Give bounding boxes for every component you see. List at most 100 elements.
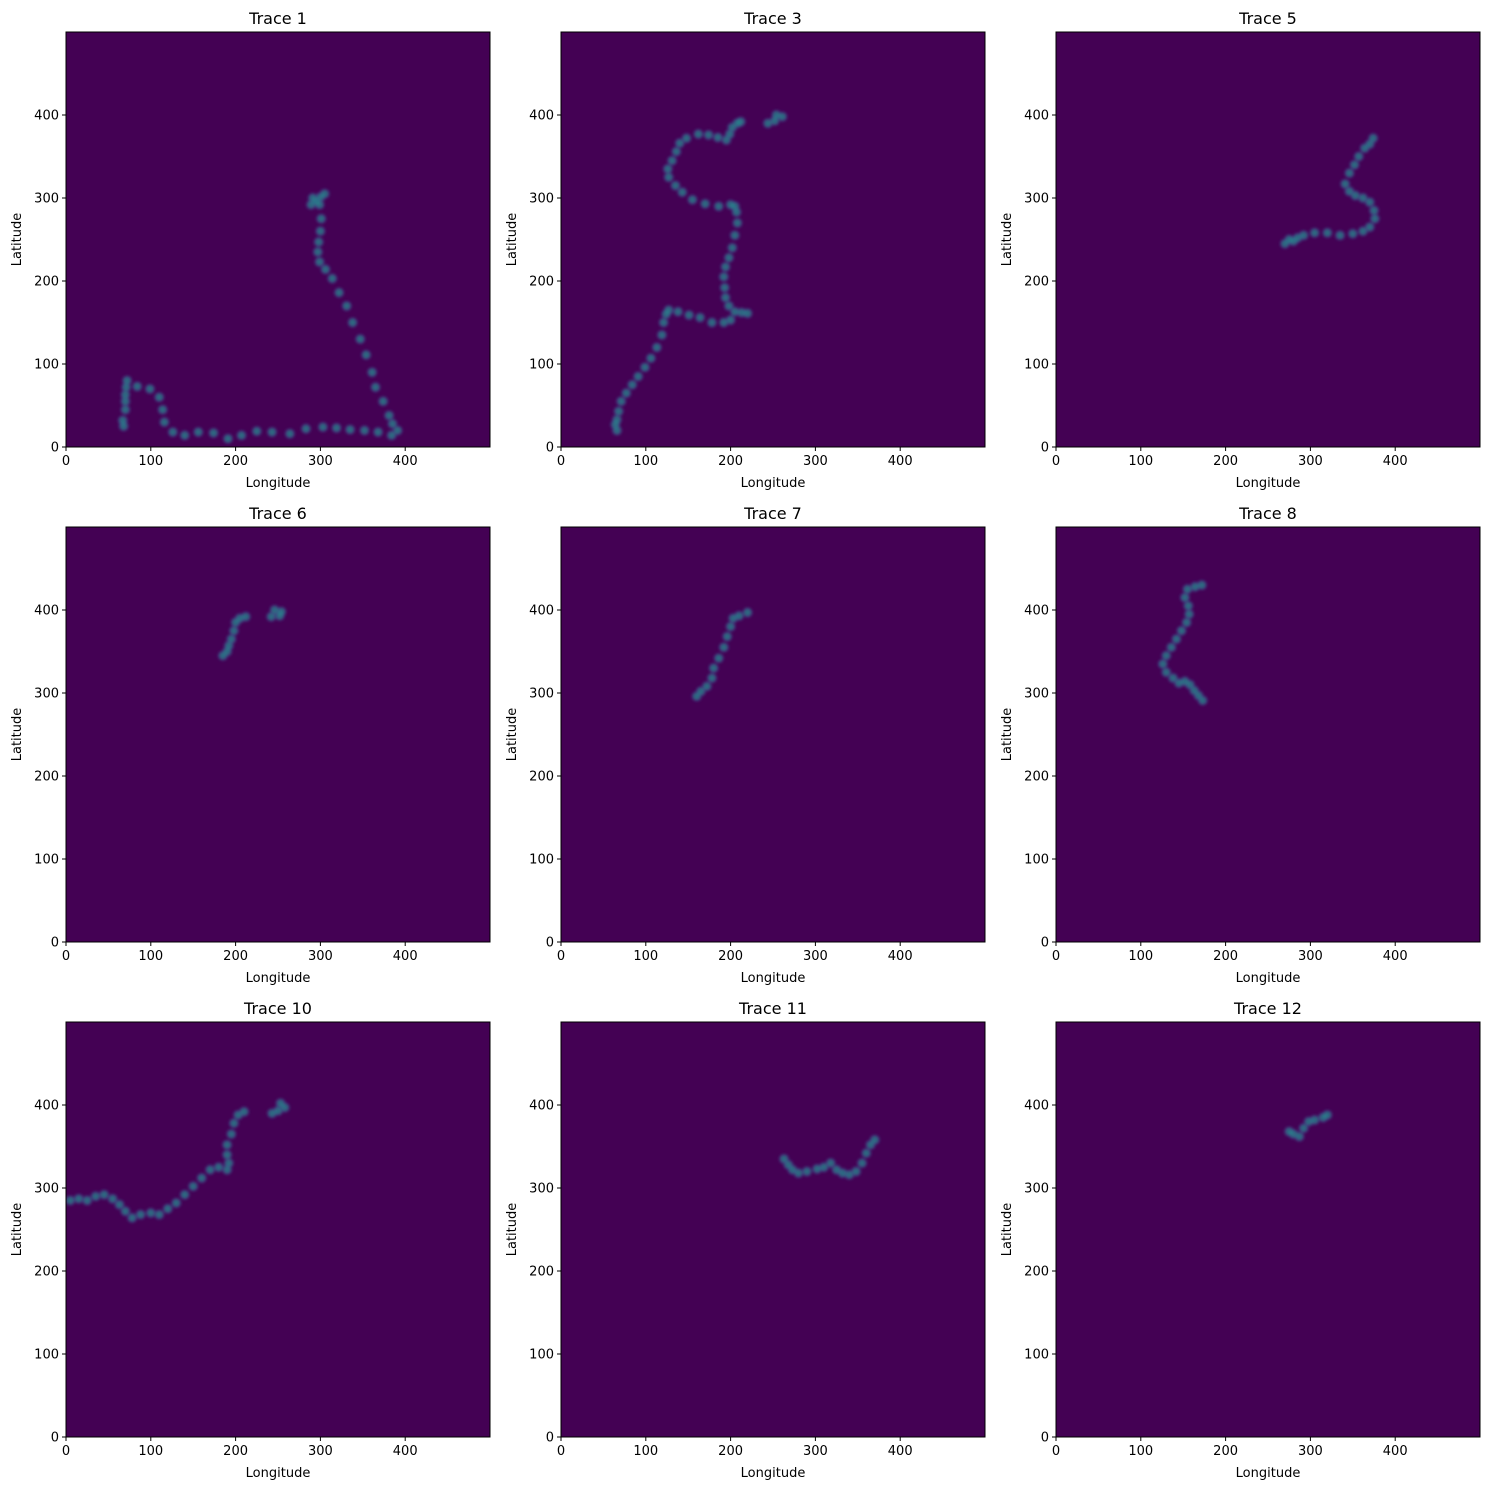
heatmap-svg: Trace 5 0 100 200 300 400 0 100 200 300 400 Longitu… — [1000, 9, 1481, 491]
density-core — [710, 664, 717, 672]
density-core — [156, 1211, 163, 1218]
x-tick-label: 100 — [633, 1444, 658, 1459]
density-core — [1185, 610, 1193, 618]
y-axis-label: Latitude — [505, 1203, 520, 1257]
x-tick-label: 300 — [1298, 454, 1323, 469]
y-tick-label: 0 — [51, 1431, 59, 1446]
plot-title: Trace 7 — [743, 504, 802, 523]
density-core — [357, 335, 364, 343]
density-core — [1163, 652, 1170, 659]
density-core — [705, 131, 712, 139]
density-core — [735, 612, 743, 620]
density-core — [1371, 215, 1379, 222]
heatmap-svg: Trace 7 0 100 200 300 400 0 100 200 300 400 Longitu… — [505, 504, 986, 986]
density-core — [731, 232, 739, 239]
density-core — [394, 427, 401, 434]
density-core — [388, 432, 395, 439]
x-tick-label: 100 — [138, 1444, 163, 1459]
x-tick-label: 0 — [1052, 454, 1060, 469]
heatmap-svg: Trace 11 0 100 200 300 400 0 100 200 300 400 Longit… — [505, 999, 986, 1481]
density-core — [321, 190, 328, 198]
density-core — [228, 635, 235, 643]
plot-title: Trace 1 — [248, 9, 307, 28]
x-tick-label: 100 — [138, 949, 163, 964]
heatmap-background — [1056, 1022, 1480, 1437]
density-core — [1184, 586, 1191, 593]
density-core — [92, 1193, 99, 1200]
density-core — [744, 310, 751, 317]
density-core — [1181, 594, 1189, 601]
density-core — [268, 613, 275, 620]
density-core — [242, 613, 249, 620]
x-tick-label: 200 — [718, 454, 743, 469]
axes-frame — [560, 526, 986, 943]
y-tick-label: 300 — [34, 687, 59, 702]
y-tick-label: 300 — [34, 1182, 59, 1197]
density-core — [362, 351, 370, 359]
y-tick-label: 200 — [34, 1265, 59, 1280]
density-core — [1305, 1118, 1312, 1125]
y-tick-label: 400 — [34, 604, 59, 619]
density-core — [715, 203, 722, 210]
y-tick-label: 400 — [1024, 1099, 1049, 1114]
density-core — [119, 417, 127, 424]
density-core — [181, 432, 188, 439]
x-tick-label: 400 — [393, 949, 418, 964]
y-tick-label: 300 — [529, 192, 554, 207]
x-axis-label: Longitude — [1236, 971, 1301, 986]
density-core — [1359, 228, 1367, 235]
density-core — [120, 423, 127, 430]
y-axis-label: Latitude — [10, 1203, 25, 1257]
heatmap-svg: Trace 3 0 100 200 300 400 0 100 200 300 400 Longitu… — [505, 9, 986, 491]
density-core — [615, 408, 622, 415]
density-core — [629, 381, 636, 388]
density-core — [721, 284, 728, 291]
subplot-3: Trace 5 0 100 200 300 400 0 100 200 300 400 Longitu… — [990, 0, 1485, 495]
trace-density — [66, 1098, 290, 1224]
x-tick-label: 400 — [888, 949, 913, 964]
density-core — [725, 254, 733, 261]
x-axis-label: Longitude — [1236, 476, 1301, 491]
axes-frame — [65, 1021, 491, 1438]
density-core — [1300, 1125, 1307, 1132]
plot-title: Trace 12 — [1233, 999, 1302, 1018]
axes-frame — [65, 526, 491, 943]
density-core — [128, 1214, 136, 1222]
density-core — [674, 308, 682, 315]
y-tick-label: 200 — [1024, 1265, 1049, 1280]
density-core — [161, 418, 168, 426]
y-axis-label: Latitude — [505, 708, 520, 762]
subplot-1: Trace 1 0 100 200 300 400 0 100 200 300 400 Longitu… — [0, 0, 495, 495]
density-core — [708, 674, 716, 682]
density-core — [727, 201, 734, 208]
density-core — [1324, 229, 1331, 237]
heatmap-background — [561, 32, 985, 447]
density-core — [641, 364, 649, 371]
x-axis-label: Longitude — [246, 971, 311, 986]
x-tick-label: 300 — [803, 1444, 828, 1459]
density-core — [731, 308, 739, 315]
heatmap-svg: Trace 8 0 100 200 300 400 0 100 200 300 400 Longitu… — [1000, 504, 1481, 986]
density-core — [309, 194, 316, 202]
x-tick-label: 100 — [1128, 454, 1153, 469]
density-core — [738, 309, 745, 316]
subplot-8: Trace 11 0 100 200 300 400 0 100 200 300 400 Longit… — [495, 990, 990, 1485]
plot-title: Trace 6 — [248, 504, 307, 523]
density-core — [827, 1159, 834, 1167]
x-tick-label: 300 — [308, 949, 333, 964]
density-core — [268, 1110, 276, 1117]
density-core — [1195, 692, 1202, 699]
density-core — [1361, 145, 1368, 152]
density-core — [660, 319, 667, 326]
density-core — [228, 1130, 235, 1138]
y-tick-label: 0 — [546, 1431, 554, 1446]
y-tick-label: 200 — [1024, 770, 1049, 785]
density-core — [1341, 180, 1349, 188]
density-core — [1168, 644, 1175, 651]
y-tick-label: 100 — [529, 853, 554, 868]
density-core — [1185, 602, 1192, 610]
axes-frame — [560, 1021, 986, 1438]
x-tick-label: 0 — [62, 1444, 70, 1459]
x-tick-label: 300 — [803, 454, 828, 469]
x-axis-label: Longitude — [741, 971, 806, 986]
